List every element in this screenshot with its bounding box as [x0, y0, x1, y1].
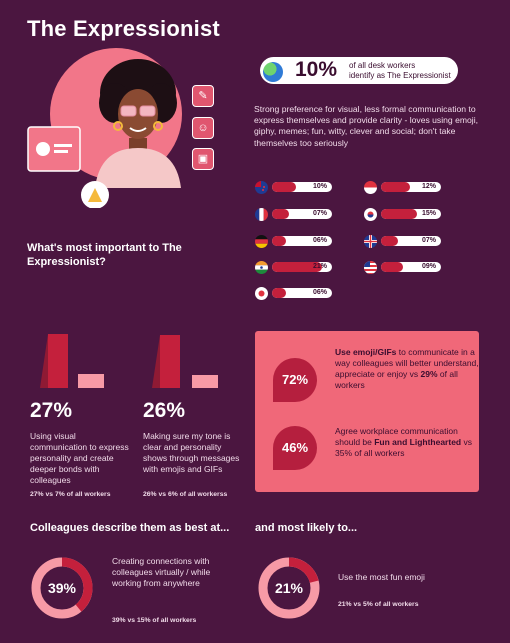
stat-description: of all desk workers identify as The Expr…: [349, 61, 451, 80]
country-bar-fill: [381, 262, 403, 272]
country-bar: 07%: [272, 209, 332, 219]
stat-text: Making sure my tone is clear and persona…: [143, 431, 240, 474]
country-value: 12%: [421, 183, 436, 190]
stat-footnote: 26% vs 6% of all workerss: [143, 491, 228, 498]
persona-description: Strong preference for visual, less forma…: [254, 104, 479, 148]
donut-fill: [31, 557, 93, 619]
likely-percent: 21%: [274, 580, 304, 596]
country-bar-fill: [272, 236, 286, 246]
uk-flag-icon: [364, 235, 377, 248]
panel-text: Use emoji/GIFs to communicate in a way c…: [335, 347, 479, 390]
usa-flag-icon: [364, 261, 377, 274]
country-value: 21%: [312, 263, 327, 270]
worker-type-bar-face: [48, 334, 68, 388]
country-value: 07%: [312, 210, 327, 217]
country-bar: 06%: [272, 236, 332, 246]
page-title: The Expressionist: [27, 16, 220, 41]
country-bar: 10%: [272, 182, 332, 192]
stat-percent: 27%: [30, 399, 73, 422]
japan-flag-icon: [255, 287, 268, 300]
germany-flag-icon: [255, 235, 268, 248]
country-bar: 09%: [381, 262, 441, 272]
country-value: 10%: [312, 183, 327, 190]
south-korea-flag-icon: [364, 208, 377, 221]
comparison-bars: [40, 334, 104, 388]
stat-percent: 26%: [143, 399, 186, 422]
country-bar: 15%: [381, 209, 441, 219]
smiley-icon: ☺: [192, 117, 214, 139]
percent-badge: 72%: [273, 358, 317, 402]
france-flag-icon: [255, 208, 268, 221]
country-bar: 21%: [272, 262, 332, 272]
donut-fill: [258, 557, 320, 619]
stat-pill: [260, 57, 458, 84]
describe-donut: [31, 557, 93, 619]
describe-percent: 39%: [47, 580, 77, 596]
most-important-heading: What's most important to The Expressioni…: [27, 242, 182, 268]
worker-type-bar-face: [160, 335, 180, 388]
describe-footnote: 39% vs 15% of all workers: [112, 617, 197, 624]
likely-text: Use the most fun emoji: [338, 572, 425, 582]
globe-icon: [263, 62, 283, 82]
singapore-flag-icon: [364, 181, 377, 194]
country-bar-fill: [272, 262, 322, 272]
likely-heading: and most likely to...: [255, 522, 358, 534]
india-flag-icon: [255, 261, 268, 274]
likely-footnote: 21% vs 5% of all workers: [338, 601, 419, 608]
image-icon: ▣: [192, 148, 214, 170]
country-bar-fill: [381, 236, 398, 246]
describe-heading: Colleagues describe them as best at...: [30, 522, 230, 534]
woman-illustration: [27, 59, 181, 208]
describe-text: Creating connections with colleagues vir…: [112, 556, 211, 588]
country-value: 09%: [421, 263, 436, 270]
country-bar: 06%: [272, 288, 332, 298]
highlight-panel: 72% Use emoji/GIFs to communicate in a w…: [255, 331, 479, 492]
country-value: 07%: [421, 237, 436, 244]
stat-footnote: 27% vs 7% of all workers: [30, 491, 111, 498]
country-bar-fill: [272, 209, 289, 219]
country-bar-fill: [381, 182, 410, 192]
new-zealand-flag-icon: [255, 181, 268, 194]
comparison-bars: [152, 335, 218, 388]
country-bar-fill: [272, 182, 296, 192]
percent-badge: 46%: [273, 426, 317, 470]
stat-text: Using visual communication to express pe…: [30, 431, 129, 485]
country-value: 06%: [312, 237, 327, 244]
all-workers-bar: [192, 375, 218, 388]
all-workers-bar: [78, 374, 104, 388]
country-value: 06%: [312, 289, 327, 296]
country-bar: 07%: [381, 236, 441, 246]
country-value: 15%: [421, 210, 436, 217]
panel-text: Agree workplace communication should be …: [335, 426, 472, 458]
country-bar-fill: [381, 209, 417, 219]
country-bar-fill: [272, 288, 286, 298]
country-bar: 12%: [381, 182, 441, 192]
edit-icon: ✎: [192, 85, 214, 107]
stat-percent: 10%: [295, 58, 338, 81]
likely-donut: [258, 557, 320, 619]
